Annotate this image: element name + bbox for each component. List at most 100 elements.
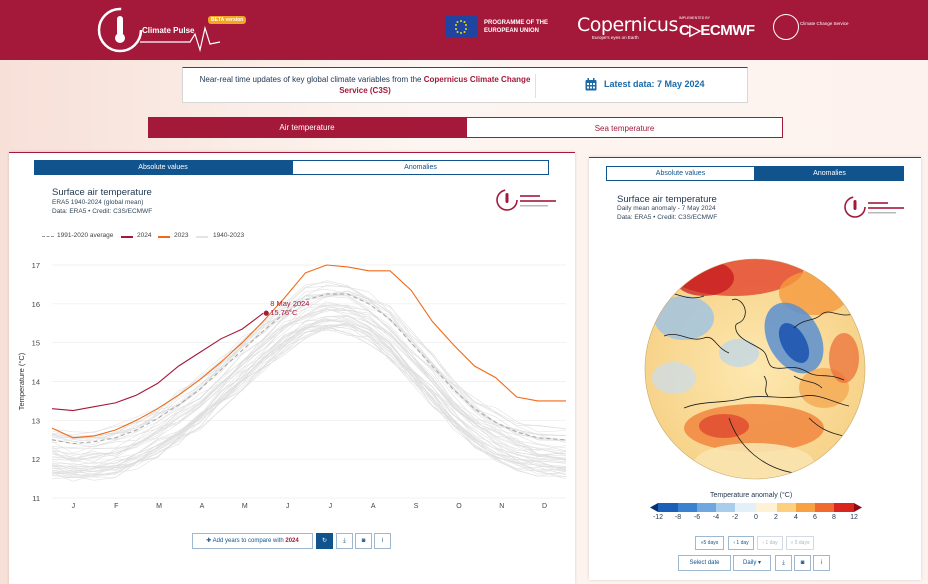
series-line-1940-2023	[51, 315, 567, 471]
colorbar-tick-label: -6	[693, 514, 701, 521]
series-line-1940-2023	[51, 295, 567, 454]
map-title: Surface air temperature	[617, 194, 717, 205]
add-years-button[interactable]: ✚ Add years to compare with 2024	[192, 533, 313, 549]
x-tick-label: F	[114, 503, 118, 510]
x-tick-label: A	[200, 503, 205, 510]
latest-data-label: Latest data: 7 May 2024	[604, 79, 705, 89]
map-info-button[interactable]: i	[813, 555, 830, 571]
series-line-1940-2023	[51, 326, 567, 481]
tab-anomalies[interactable]: Anomalies	[292, 160, 549, 175]
y-axis-label: Temperature (°C)	[17, 352, 26, 410]
annotation-date: 8 May 2024	[270, 299, 309, 308]
x-tick-label: S	[414, 503, 419, 510]
c3s-chart-logo	[496, 189, 556, 211]
c3s-logo-icon[interactable]	[773, 14, 799, 40]
y-tick-label: 11	[32, 494, 40, 503]
series-line-1940-2023	[51, 325, 567, 475]
colorbar-tick-label: -8	[674, 514, 682, 521]
download-icon: ⤓	[343, 538, 346, 544]
legend-swatch-range	[196, 236, 208, 238]
x-tick-label: J	[329, 503, 333, 510]
series-line-1940-2023	[51, 281, 567, 433]
download-button[interactable]: ⤓	[336, 533, 353, 549]
forward-1-day-button[interactable]: › 1 day	[757, 536, 783, 550]
top-bar: Climate Pulse BETA version PROGRAMME OF …	[0, 0, 928, 60]
x-tick-label: J	[286, 503, 290, 510]
back-5-days-button[interactable]: «5 days	[695, 536, 724, 550]
camera-icon: ◙	[800, 560, 805, 566]
y-tick-label: 17	[32, 261, 40, 270]
eu-programme-label: PROGRAMME OF THE EUROPEAN UNION	[484, 20, 548, 34]
forward-5-days-button[interactable]: » 5 days	[786, 536, 814, 550]
colorbar-tick-label: -4	[712, 514, 720, 521]
series-line-1940-2023	[51, 319, 567, 466]
colorbar-tick-label: 8	[832, 514, 836, 521]
divider	[535, 74, 536, 98]
c3s-label: Climate Change Service	[800, 21, 849, 26]
colorbar-tick-label: 2	[774, 514, 778, 521]
colorbar-tick-label: 12	[850, 514, 858, 521]
series-line-1940-2023	[51, 295, 567, 452]
map-download-button[interactable]: ⤓	[775, 555, 792, 571]
series-line-1940-2023	[51, 326, 567, 480]
calendar-icon	[585, 78, 597, 91]
series-line-1940-2023	[51, 303, 567, 457]
chart-title: Surface air temperature	[52, 187, 152, 198]
c3s-map-logo	[844, 196, 904, 218]
colorbar-tick-label: 4	[794, 514, 798, 521]
plus-icon: ✚	[206, 538, 212, 544]
annotation-value: 15.76°C	[270, 308, 298, 317]
ecmwf-logo[interactable]: C▷ECMWF	[679, 22, 755, 39]
legend-2023[interactable]: 2023	[174, 232, 189, 239]
series-line-1940-2023	[51, 305, 567, 460]
colorbar-title: Temperature anomaly (°C)	[710, 492, 793, 499]
copernicus-logo[interactable]: Copernicus	[577, 14, 678, 36]
tab-map-absolute-values[interactable]: Absolute values	[606, 166, 755, 181]
select-date-button[interactable]: Select date	[678, 555, 731, 571]
x-tick-label: M	[156, 503, 162, 510]
tab-air-temperature[interactable]: Air temperature	[148, 117, 466, 138]
screenshot-button[interactable]: ◙	[355, 533, 372, 549]
reset-button[interactable]: ↻	[316, 533, 333, 549]
y-tick-label: 13	[32, 416, 40, 425]
x-tick-label: N	[499, 503, 504, 510]
back-1-day-button[interactable]: ‹ 1 day	[728, 536, 754, 550]
camera-icon: ◙	[361, 538, 366, 544]
legend-2024[interactable]: 2024	[137, 232, 152, 239]
info-icon: i	[820, 560, 823, 566]
series-line-1940-2023	[51, 323, 567, 478]
chart-subtitle: ERA5 1940-2024 (global mean)	[52, 199, 144, 206]
anomaly-globe-map[interactable]	[644, 258, 866, 480]
download-icon: ⤓	[782, 560, 785, 566]
series-line-1940-2023	[51, 293, 567, 442]
legend-1940-2023[interactable]: 1940-2023	[213, 232, 245, 239]
info-button[interactable]: i	[374, 533, 391, 549]
copernicus-tagline: Europe's eyes on Earth	[592, 35, 639, 40]
series-line-1940-2023	[52, 315, 567, 468]
marker-2024-latest	[263, 310, 269, 316]
info-description: Near-real time updates of key global cli…	[199, 75, 531, 95]
tab-sea-temperature[interactable]: Sea temperature	[466, 117, 783, 138]
map-screenshot-button[interactable]: ◙	[794, 555, 811, 571]
legend-average[interactable]: 1991-2020 average	[57, 232, 114, 239]
x-tick-label: J	[72, 503, 76, 510]
temperature-chart[interactable]: 11 12 13 14 15 16 17 Temperature (°C) J F M A M J J A S O…	[14, 250, 574, 518]
info-banner: Near-real time updates of key global cli…	[182, 67, 748, 103]
chevron-down-icon: ▾	[758, 560, 762, 566]
y-tick-label: 15	[32, 339, 40, 348]
colorbar	[650, 503, 862, 512]
y-tick-label: 12	[32, 455, 40, 464]
c3s-link[interactable]: Copernicus Climate Change Service (C3S)	[339, 75, 531, 95]
series-line-1940-2023	[51, 280, 567, 438]
tab-map-anomalies[interactable]: Anomalies	[755, 166, 904, 181]
series-line-1940-2023	[51, 330, 567, 482]
frequency-select[interactable]: Daily ▾	[733, 555, 771, 571]
colorbar-tick-label: 6	[813, 514, 817, 521]
x-tick-label: A	[371, 503, 376, 510]
series-line-1940-2023	[51, 328, 567, 479]
eu-flag-icon	[445, 16, 477, 38]
series-line-1940-2023	[51, 285, 567, 436]
tab-absolute-values[interactable]: Absolute values	[34, 160, 292, 175]
climate-pulse-logo[interactable]	[95, 4, 245, 56]
app-name: Climate Pulse	[142, 26, 195, 35]
